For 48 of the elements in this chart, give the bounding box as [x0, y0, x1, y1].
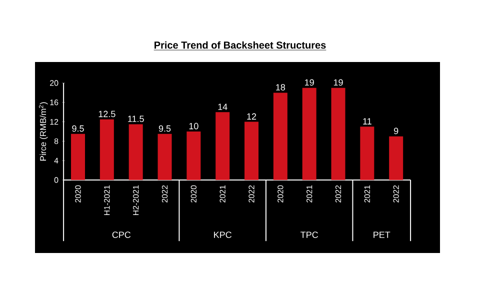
data-label: 10: [189, 122, 198, 130]
bar: [216, 112, 230, 180]
bar: [128, 124, 143, 180]
x-tick-label: H2-2021: [133, 185, 139, 216]
x-tick-label: 2022: [393, 185, 399, 202]
x-tick-label: 2020: [190, 185, 196, 202]
x-tick-label: 2022: [162, 185, 168, 202]
y-tick-label: 16: [50, 100, 58, 106]
x-tick-label: 2021: [364, 185, 370, 202]
data-label: 9: [394, 128, 398, 134]
y-tick-label: 4: [54, 158, 58, 164]
data-label: 18: [276, 84, 286, 90]
data-label: 11: [363, 118, 372, 124]
text: CPC: [112, 232, 131, 238]
bar: [360, 126, 374, 180]
data-label: 12.5: [98, 110, 116, 118]
data-label: 12: [247, 113, 256, 120]
bar: [331, 88, 346, 180]
y-tick-label: 20: [50, 80, 58, 86]
x-tick-label: 2022: [248, 185, 254, 202]
bar: [100, 119, 114, 180]
bar: [244, 122, 258, 180]
y-tick-label: 0: [54, 177, 58, 183]
data-label: 19: [305, 79, 314, 86]
bar: [389, 136, 404, 180]
bar: [302, 88, 316, 180]
data-label: 9.5: [72, 125, 84, 132]
data-label: 9.5: [158, 125, 171, 132]
data-label: 19: [334, 79, 343, 86]
data-label: 11.5: [128, 116, 144, 122]
bar: [186, 131, 201, 180]
x-tick-label: 2021: [220, 185, 226, 202]
bar: [273, 92, 288, 180]
bar: [71, 134, 86, 180]
text: TPC: [300, 232, 318, 238]
text: KPC: [214, 232, 232, 238]
text: PET: [374, 232, 390, 238]
x-tick-label: 2020: [75, 185, 81, 202]
y-tick-label: 8: [54, 138, 58, 144]
x-tick-label: 2022: [335, 185, 342, 202]
data-label: 14: [218, 104, 228, 110]
x-tick-label: H1-2021: [104, 185, 110, 216]
y-tick-label: 12: [50, 119, 58, 125]
bar: [158, 134, 172, 180]
y-axis-title: Pirce (RMB/m$^{2}$): [39, 102, 48, 161]
chart-title: Price Trend of Backsheet Structures: [154, 41, 326, 49]
x-tick-label: 2020: [278, 185, 284, 202]
x-tick-label: 2021: [306, 185, 312, 202]
